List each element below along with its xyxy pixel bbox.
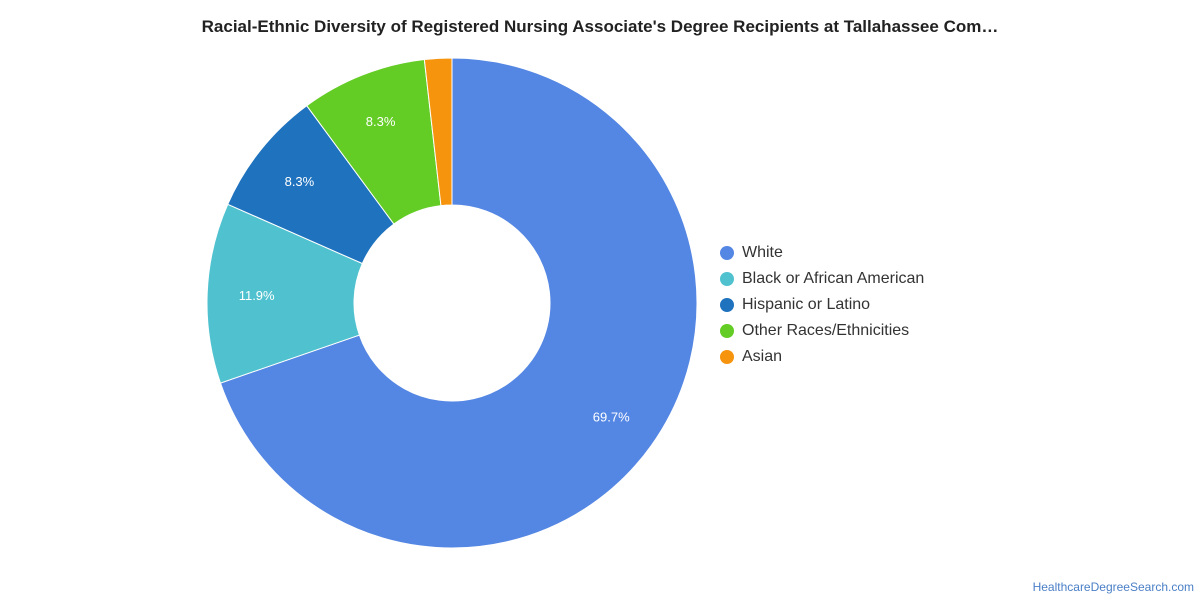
slice-black-or-african-american[interactable]: [206, 203, 363, 384]
legend-label: White: [742, 244, 783, 261]
legend-label: Black or African American: [742, 270, 925, 287]
legend-swatch: [720, 246, 734, 260]
legend-swatch: [720, 272, 734, 286]
slice-asian[interactable]: [423, 57, 453, 207]
legend-item[interactable]: White: [720, 240, 924, 266]
legend-swatch: [720, 298, 734, 312]
legend-label: Hispanic or Latino: [742, 296, 871, 313]
slice-value-label: 11.9%: [239, 288, 275, 303]
legend-item[interactable]: Other Races/Ethnicities: [720, 318, 924, 344]
legend-swatch: [720, 324, 734, 338]
legend-item[interactable]: Black or African American: [720, 266, 924, 292]
slice-white[interactable]: [219, 57, 698, 549]
slice-value-label: 8.3%: [285, 174, 315, 189]
legend-item[interactable]: Asian: [720, 344, 924, 370]
slice-value-label: 8.3%: [366, 114, 396, 129]
slice-value-label: 69.7%: [593, 409, 630, 424]
legend-label: Asian: [742, 348, 783, 365]
source-watermark[interactable]: HealthcareDegreeSearch.com: [1032, 580, 1194, 594]
legend-label: Other Races/Ethnicities: [742, 322, 910, 339]
legend-item[interactable]: Hispanic or Latino: [720, 292, 924, 318]
legend-swatch: [720, 350, 734, 364]
chart-title: Racial-Ethnic Diversity of Registered Nu…: [201, 17, 999, 36]
chart-legend: White Black or African American Hispanic o…: [720, 240, 924, 370]
